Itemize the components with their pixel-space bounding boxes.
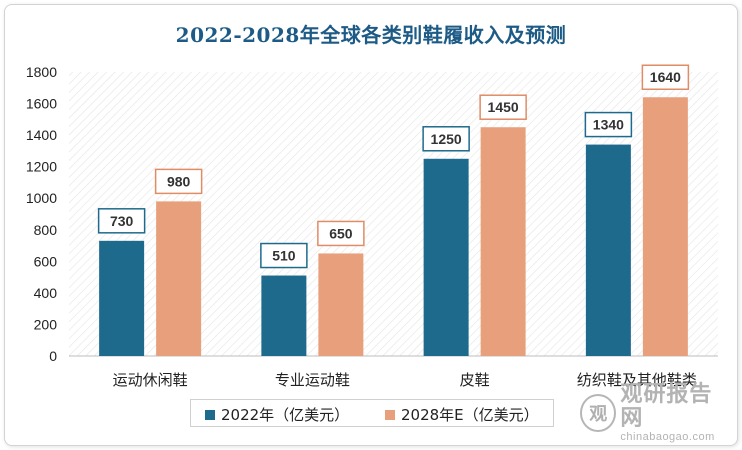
data-label-box [479, 94, 527, 120]
legend-item-2022: 2022年（亿美元） [205, 404, 349, 425]
data-label-box [97, 208, 146, 234]
watermark: 观 观研报告网 chinabaogao.com [580, 383, 730, 443]
bar-sport-2028 [318, 253, 364, 356]
data-label-box [260, 242, 308, 269]
legend-swatch-2022 [205, 409, 215, 420]
watermark-text: 观研报告网 [620, 382, 713, 431]
data-label: 1250 [431, 131, 462, 147]
y-tick-label: 1000 [26, 190, 57, 206]
y-tick-label: 1800 [26, 64, 57, 80]
data-label: 730 [110, 213, 134, 229]
x-tick-label: 专业运动鞋 [275, 371, 350, 389]
legend-item-2028: 2028年E（亿美元） [385, 404, 539, 425]
y-tick-label: 1400 [26, 127, 57, 143]
bar-sport-2022 [261, 275, 307, 356]
x-tick-label: 运动休闲鞋 [113, 371, 188, 389]
data-label-box [422, 126, 470, 152]
y-tick-label: 400 [34, 285, 58, 301]
data-label-box [154, 168, 203, 195]
legend-label-2028: 2028年E（亿美元） [401, 406, 539, 424]
y-tick-label: 0 [49, 348, 57, 364]
data-label: 510 [272, 248, 296, 264]
data-label-box [584, 111, 633, 138]
bar-casual-2022 [99, 240, 145, 356]
x-tick-label: 皮鞋 [460, 371, 490, 389]
x-tick-label: 纺织鞋及其他鞋类 [577, 371, 697, 389]
data-label-box [641, 64, 690, 90]
bar-textile-2028 [642, 97, 688, 356]
legend: 2022年（亿美元） 2028年E（亿美元） [190, 399, 554, 427]
y-tick-label: 1600 [26, 96, 57, 112]
bar-textile-2022 [585, 144, 631, 356]
bar-casual-2028 [156, 201, 202, 356]
y-tick-label: 600 [34, 253, 58, 269]
data-label: 1340 [593, 117, 624, 133]
data-label: 1450 [488, 99, 519, 115]
chart-title: 2022-2028年全球各类别鞋履收入及预测 [175, 23, 567, 47]
watermark-logo-icon: 观 [580, 394, 617, 432]
data-label-box [317, 220, 365, 247]
y-tick-label: 800 [34, 222, 58, 238]
data-label: 650 [329, 225, 353, 241]
watermark-url: chinabaogao.com [620, 431, 715, 443]
bar-leather-2022 [423, 158, 469, 356]
y-tick-label: 1200 [26, 159, 57, 175]
data-label: 1640 [650, 69, 681, 85]
y-tick-label: 200 [34, 316, 58, 332]
bar-leather-2028 [480, 127, 526, 356]
legend-swatch-2028 [385, 409, 395, 420]
data-label: 980 [167, 173, 191, 189]
legend-label-2022: 2022年（亿美元） [221, 406, 350, 424]
